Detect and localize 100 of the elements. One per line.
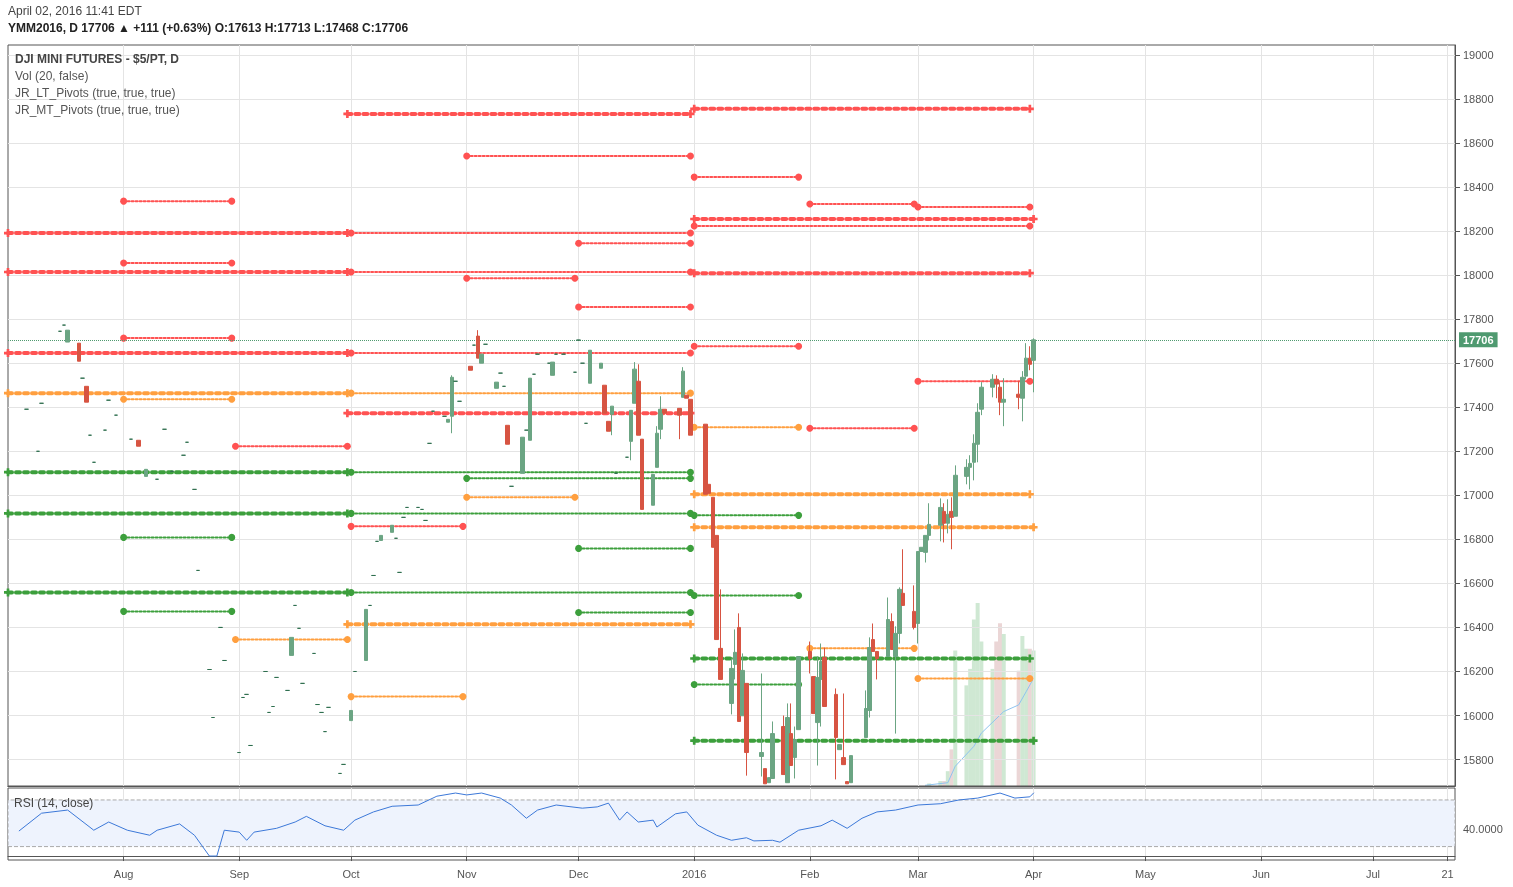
point	[690, 104, 699, 113]
point	[690, 511, 698, 519]
chart-subtitle: YMM2016, D 17706 ▲ +111 (+0.63%) O:17613 H:17713 L:17468 C:17706	[8, 21, 409, 35]
point	[1026, 377, 1034, 385]
candlestick	[949, 496, 954, 550]
point	[463, 274, 471, 282]
x-tick-label: Dec	[568, 867, 589, 880]
point	[914, 377, 922, 385]
y-tick-label: 16400	[1463, 621, 1494, 634]
candlestick	[588, 349, 592, 384]
x-tick-label: Jun	[1252, 867, 1270, 880]
candlestick	[349, 709, 353, 722]
y-tick-label: 16000	[1463, 709, 1494, 722]
annotation: JR_MT_Pivots (true, true, true)	[15, 103, 180, 117]
point	[575, 239, 583, 247]
y-tick-label: 17400	[1463, 401, 1494, 414]
point	[686, 239, 694, 247]
candlestick	[1016, 380, 1021, 410]
point	[686, 389, 694, 397]
y-tick-label: 18400	[1463, 181, 1494, 194]
point	[347, 588, 355, 596]
candlestick	[379, 534, 383, 541]
candlestick	[916, 550, 920, 645]
point	[4, 468, 12, 477]
point	[686, 152, 694, 160]
y-tick-label: 18200	[1463, 225, 1494, 238]
point	[232, 442, 239, 450]
y-tick-label: 17000	[1463, 489, 1494, 502]
x-tick-label: 2016	[681, 867, 707, 880]
candlestick	[837, 744, 842, 751]
bar	[1001, 634, 1006, 786]
candlestick	[1031, 337, 1036, 393]
point	[795, 173, 803, 181]
candlestick	[849, 755, 853, 784]
candlestick	[946, 498, 950, 534]
point	[571, 493, 579, 501]
candlestick	[1028, 345, 1032, 371]
point	[1026, 203, 1034, 211]
candlestick	[1001, 377, 1006, 427]
point	[795, 342, 803, 350]
candlestick	[845, 781, 849, 785]
candlestick	[636, 363, 641, 436]
y-tick-label: 18800	[1463, 92, 1494, 105]
point	[347, 522, 355, 530]
y-tick-label: 16200	[1463, 665, 1494, 678]
bar	[998, 623, 1003, 786]
point	[1026, 675, 1034, 683]
y-tick-label: 17800	[1463, 313, 1494, 326]
point	[914, 675, 922, 683]
chart-title: RSI (14, close)	[14, 796, 94, 810]
point	[228, 197, 236, 205]
candlestick	[901, 548, 905, 606]
point	[228, 395, 236, 403]
point	[343, 442, 351, 450]
point	[459, 522, 467, 530]
point	[343, 409, 352, 418]
candlestick	[886, 597, 890, 658]
candlestick	[364, 608, 368, 661]
point	[120, 334, 128, 342]
point	[806, 424, 814, 432]
candlestick	[890, 612, 894, 650]
point	[795, 592, 803, 600]
x-tick-label: Sep	[229, 867, 250, 880]
y-tick-label: 16800	[1463, 533, 1494, 546]
candlestick	[785, 702, 790, 784]
candlestick	[677, 407, 682, 440]
point	[686, 303, 694, 311]
point	[120, 197, 128, 205]
candlestick	[822, 646, 827, 707]
y-tick-label: 17200	[1463, 445, 1494, 458]
text: 40.0000	[1463, 822, 1503, 835]
point	[228, 607, 236, 615]
x-tick-label: May	[1135, 867, 1157, 880]
point	[686, 349, 694, 357]
candlestick	[789, 702, 793, 767]
candlestick	[744, 682, 749, 777]
candlestick	[737, 612, 741, 722]
point	[690, 222, 698, 230]
point	[228, 259, 236, 267]
x-tick-label: Oct	[342, 867, 360, 880]
y-tick-label: 15800	[1463, 753, 1494, 766]
candlestick	[938, 497, 943, 542]
candlestick	[144, 468, 148, 477]
candlestick	[990, 373, 995, 398]
point	[690, 680, 698, 688]
point	[463, 493, 471, 501]
annotation: Vol (20, false)	[15, 69, 89, 83]
candlestick	[476, 329, 480, 359]
y-tick-label: 18000	[1463, 269, 1494, 282]
candlestick	[602, 384, 607, 414]
point	[232, 636, 239, 644]
point	[806, 200, 814, 208]
candlestick	[640, 438, 644, 510]
point	[575, 303, 583, 311]
point	[343, 636, 351, 644]
bar	[1020, 635, 1025, 786]
point	[463, 474, 471, 482]
point	[463, 152, 471, 160]
x-tick-label: Nov	[456, 867, 477, 880]
text: DJI MINI FUTURES - $5/PT, D	[15, 52, 180, 66]
